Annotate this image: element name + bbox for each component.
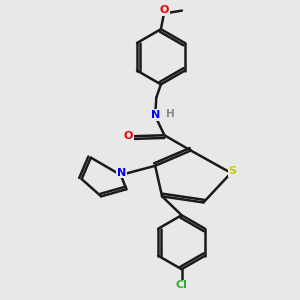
Text: S: S <box>229 167 236 176</box>
Text: O: O <box>124 131 133 141</box>
Text: N: N <box>151 110 160 120</box>
Text: H: H <box>167 109 175 119</box>
Text: N: N <box>117 168 126 178</box>
Text: Cl: Cl <box>176 280 188 290</box>
Text: O: O <box>160 5 169 15</box>
